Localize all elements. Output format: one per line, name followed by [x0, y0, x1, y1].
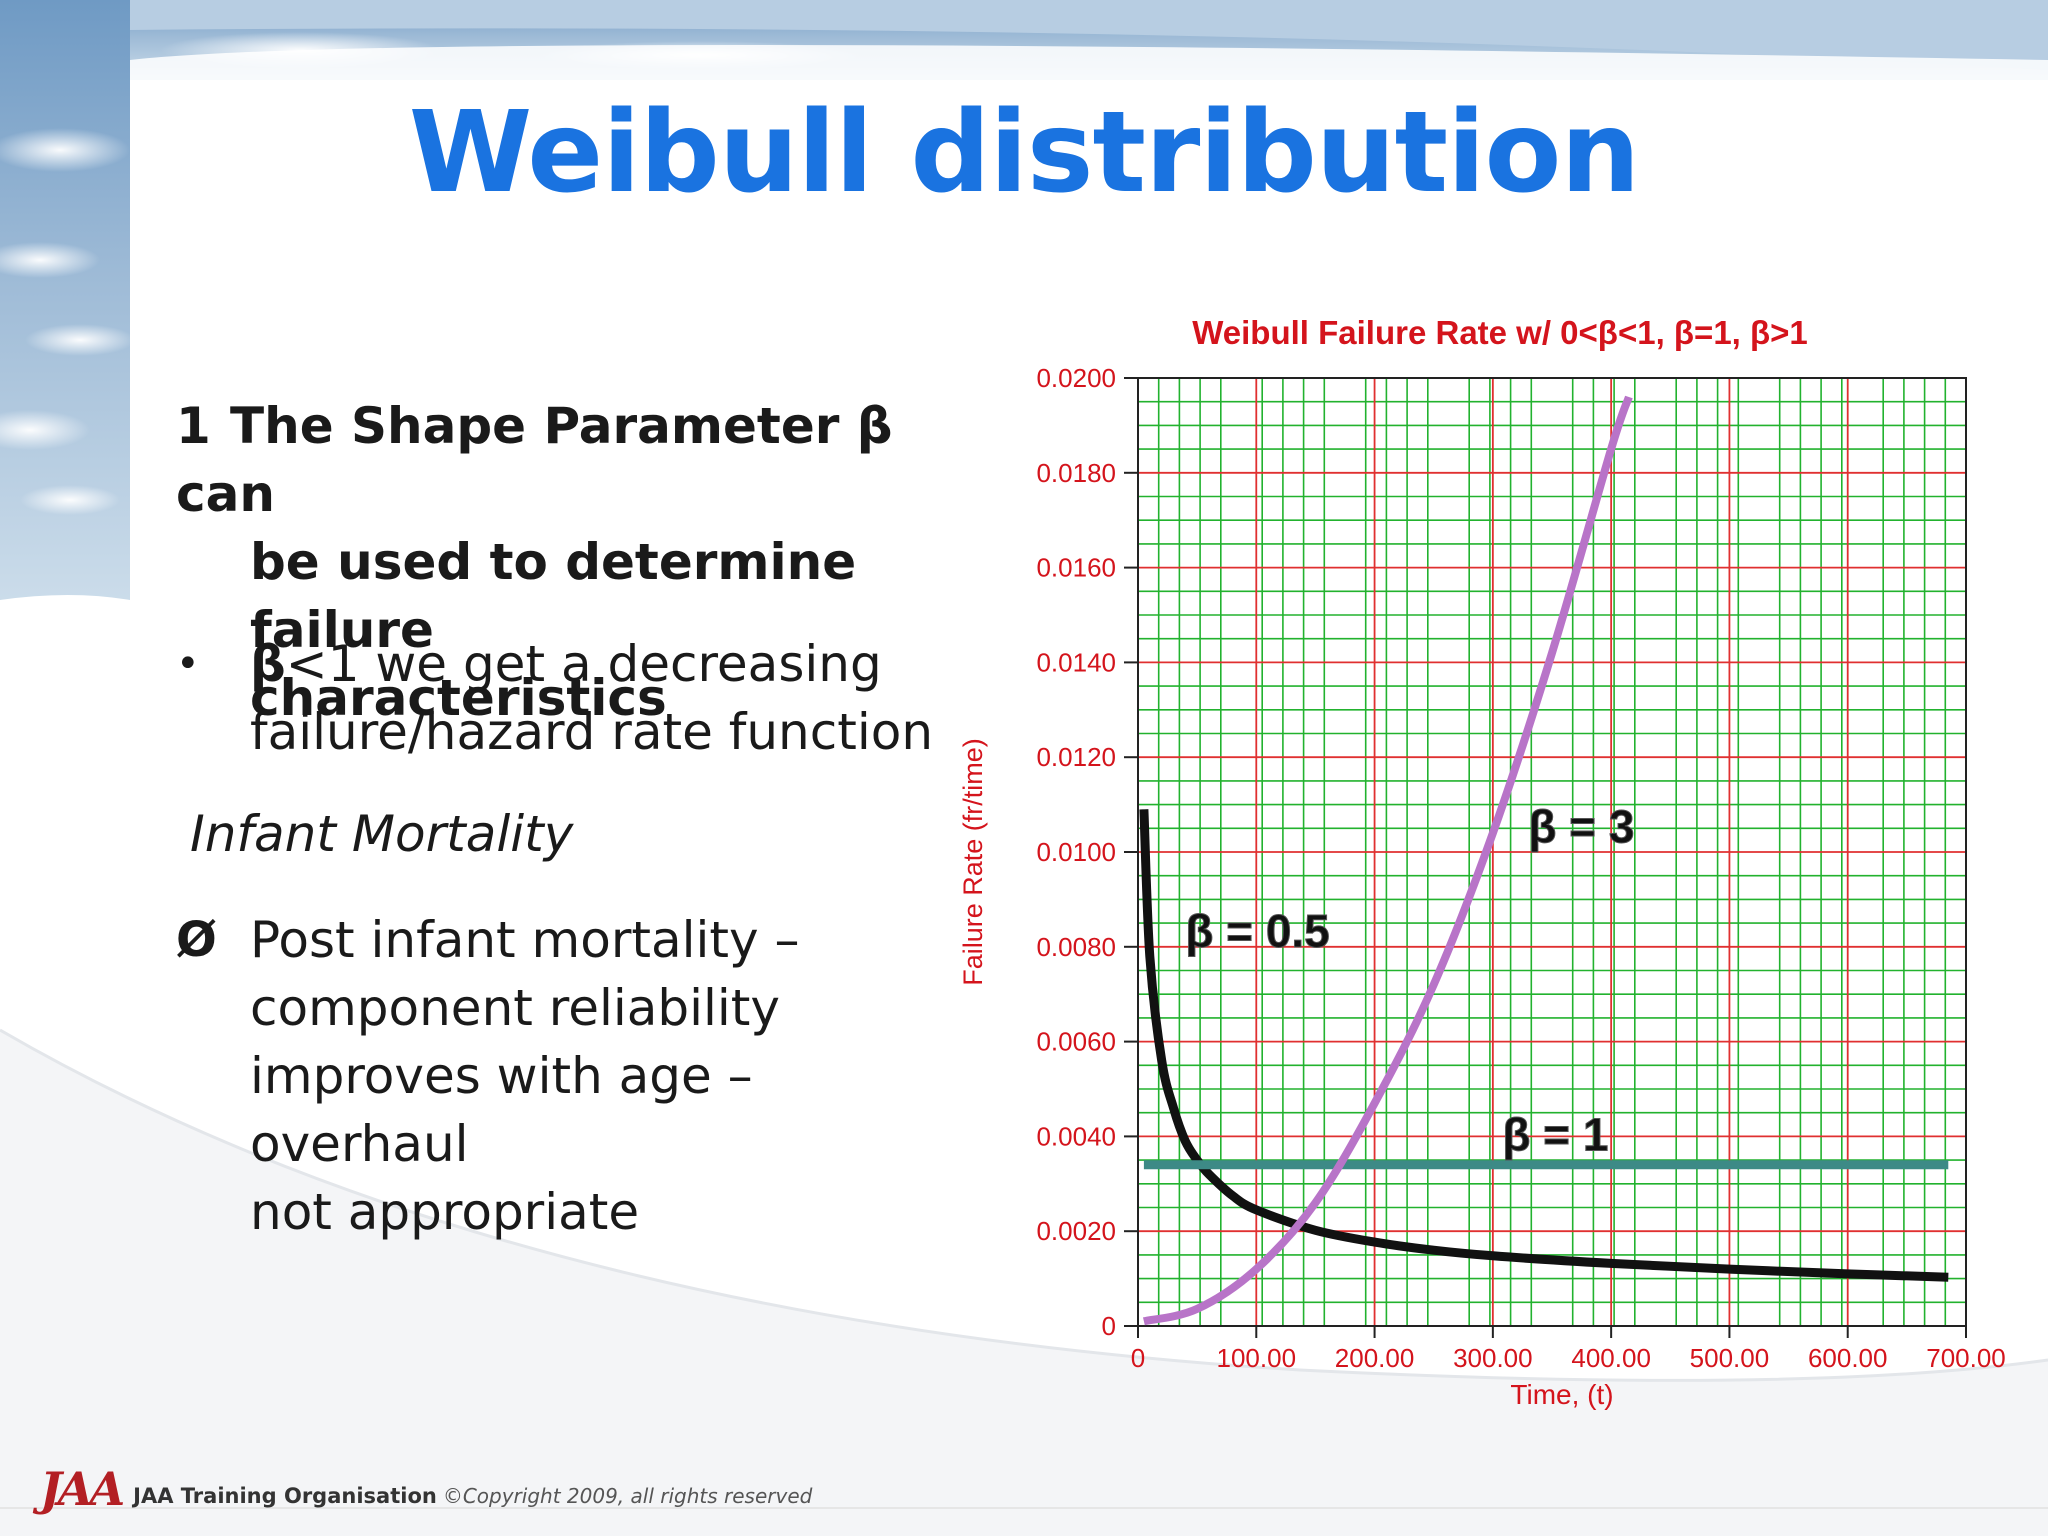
series-label-beta-0-5: β = 0.5: [1185, 905, 1329, 957]
footer-copyright: ©Copyright 2009, all rights reserved: [442, 1484, 813, 1508]
point-1: 1 The Shape Parameter β can be used to de…: [176, 392, 956, 732]
y-tick-label: 0.0120: [1036, 742, 1116, 772]
y-tick-label: 0.0020: [1036, 1216, 1116, 1246]
chart-x-axis-label: Time, (t): [1510, 1379, 1613, 1410]
arrow-line-3: improves with age – overhaul: [250, 1047, 753, 1173]
x-tick-label: 700.00: [1926, 1343, 2006, 1373]
y-tick-label: 0.0160: [1036, 553, 1116, 583]
bullet-line-2: failure/hazard rate function: [250, 703, 934, 761]
x-tick-label: 100.00: [1217, 1343, 1297, 1373]
footer-organisation: JAA Training Organisation: [133, 1484, 437, 1508]
bullet-beta: β: [250, 635, 286, 693]
slide-title: Weibull distribution: [408, 88, 1640, 218]
arrow-point: Ø Post infant mortality – component reli…: [176, 906, 956, 1246]
y-tick-label: 0.0080: [1036, 932, 1116, 962]
series-label-beta-1: β = 1: [1502, 1109, 1608, 1161]
chart-series-labels: β = 0.5 β = 1 β = 3: [1185, 800, 1635, 1161]
y-tick-label: 0.0060: [1036, 1027, 1116, 1057]
point-1-line-2: be used to determine failure: [250, 533, 857, 659]
chart-axes: 0 0.0020 0.0040 0.0060 0.0080 0.0100 0.0120 0.0…: [1036, 363, 2005, 1373]
x-tick-label: 200.00: [1335, 1343, 1415, 1373]
infant-mortality-label: Infant Mortality: [190, 805, 574, 863]
point-1-line-1: The Shape Parameter β can: [176, 397, 893, 523]
jaa-logo: JAA: [40, 1462, 125, 1516]
arrow-line-4: not appropriate: [250, 1183, 640, 1241]
x-tick-label: 0: [1131, 1343, 1145, 1373]
y-tick-label: 0: [1102, 1311, 1116, 1341]
y-tick-label: 0.0040: [1036, 1121, 1116, 1151]
x-tick-label: 300.00: [1453, 1343, 1533, 1373]
series-label-beta-3: β = 3: [1528, 801, 1634, 853]
point-1-number: 1: [176, 397, 211, 455]
arrow-line-1: Post infant mortality –: [250, 911, 800, 969]
y-tick-label: 0.0140: [1036, 647, 1116, 677]
point-1-line-3: characteristics: [250, 669, 667, 727]
y-tick-label: 0.0100: [1036, 837, 1116, 867]
chart-title: Weibull Failure Rate w/ 0<β<1, β=1, β>1: [1192, 314, 1808, 351]
footer: JAA JAA Training Organisation ©Copyright…: [40, 1466, 812, 1512]
arrow-line-2: component reliability: [250, 979, 781, 1037]
bullet-line-1: <1 we get a decreasing: [285, 635, 882, 693]
arrow-bullet-icon: Ø: [176, 912, 217, 968]
x-tick-label: 600.00: [1808, 1343, 1888, 1373]
chart-y-axis-label: Failure Rate (fr/time): [958, 738, 988, 986]
y-tick-label: 0.0180: [1036, 458, 1116, 488]
x-tick-label: 400.00: [1571, 1343, 1651, 1373]
y-tick-label: 0.0200: [1036, 363, 1116, 393]
x-tick-label: 500.00: [1690, 1343, 1770, 1373]
series-line-beta-0-5: [1139, 809, 1949, 1282]
bullet-marker: •: [176, 641, 200, 687]
chart-series: [1139, 395, 1949, 1326]
bullet-point: • β<1 we get a decreasing failure/hazard…: [176, 630, 956, 766]
series-line-beta-3: [1142, 395, 1633, 1326]
